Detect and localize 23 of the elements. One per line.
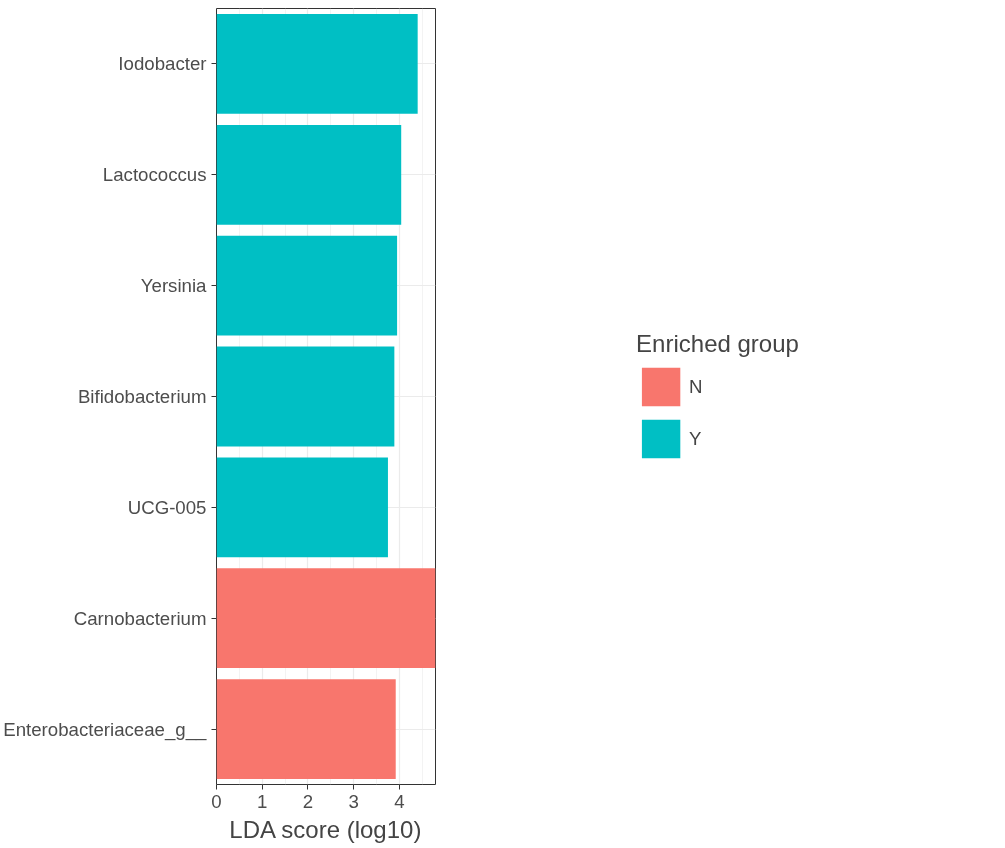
- x-tick-label: 1: [257, 790, 268, 812]
- y-tick-label: UCG-005: [127, 496, 207, 518]
- x-tick-label: 3: [348, 790, 359, 812]
- y-tick-label: Iodobacter: [118, 53, 207, 75]
- y-tick-label: Lactococcus: [102, 164, 207, 186]
- y-tick-label: Bifidobacterium: [77, 386, 207, 407]
- bar: [216, 457, 388, 558]
- y-tick-label: Enterobacteriaceae_g__: [3, 718, 208, 741]
- bar: [216, 346, 395, 447]
- bar: [216, 568, 436, 669]
- legend-label: N: [689, 374, 704, 399]
- y-tick-label: Yersinia: [140, 275, 208, 297]
- x-tick-label: 0: [211, 790, 222, 812]
- legend-title: Enriched group: [636, 329, 799, 358]
- bar: [216, 679, 396, 779]
- y-tick-label: Carnobacterium: [73, 607, 207, 629]
- x-tick-label: 2: [302, 790, 314, 812]
- bar: [216, 14, 418, 114]
- x-tick-label: 4: [394, 790, 405, 812]
- bar: [216, 124, 402, 225]
- legend-label: Y: [689, 426, 703, 451]
- bar: [216, 235, 398, 336]
- x-axis-title: LDA score (log10): [229, 815, 422, 843]
